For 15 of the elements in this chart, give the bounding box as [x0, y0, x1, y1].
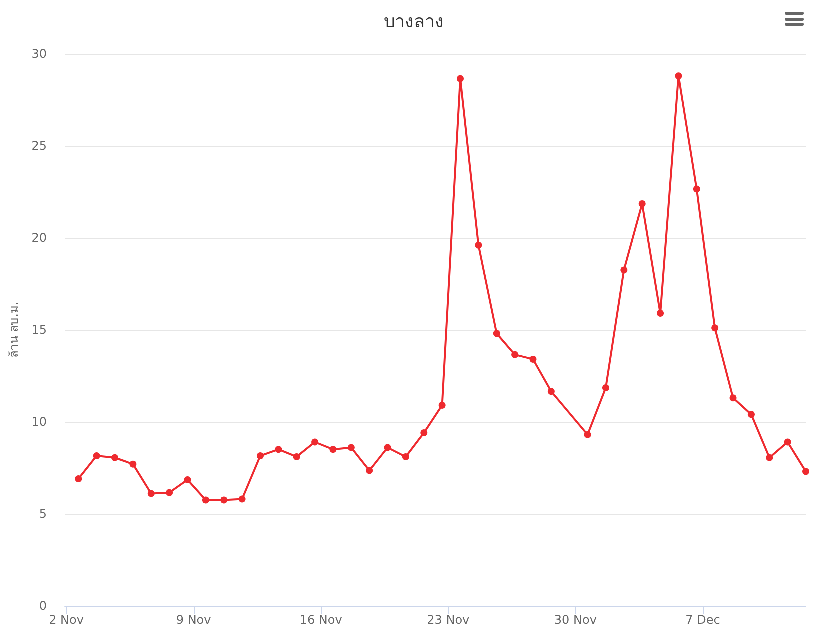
y-tick-label: 5 [39, 507, 47, 521]
x-tick-label: 7 Dec [686, 613, 720, 627]
chart-title: บางลาง [384, 12, 444, 32]
y-tick-label: 10 [32, 415, 47, 429]
y-tick-label: 0 [39, 599, 47, 613]
x-tick-label: 9 Nov [176, 613, 212, 627]
x-tick-label: 2 Nov [49, 613, 84, 627]
x-tick-label: 23 Nov [427, 613, 470, 627]
x-tick-label: 16 Nov [300, 613, 342, 627]
y-tick-label: 25 [32, 139, 47, 153]
x-tick-label: 30 Nov [554, 613, 597, 627]
y-axis-title: ล้าน ลบ.ม. [7, 302, 21, 358]
y-tick-label: 30 [32, 47, 47, 61]
y-tick-label: 20 [32, 231, 47, 245]
y-tick-label: 15 [32, 323, 47, 337]
